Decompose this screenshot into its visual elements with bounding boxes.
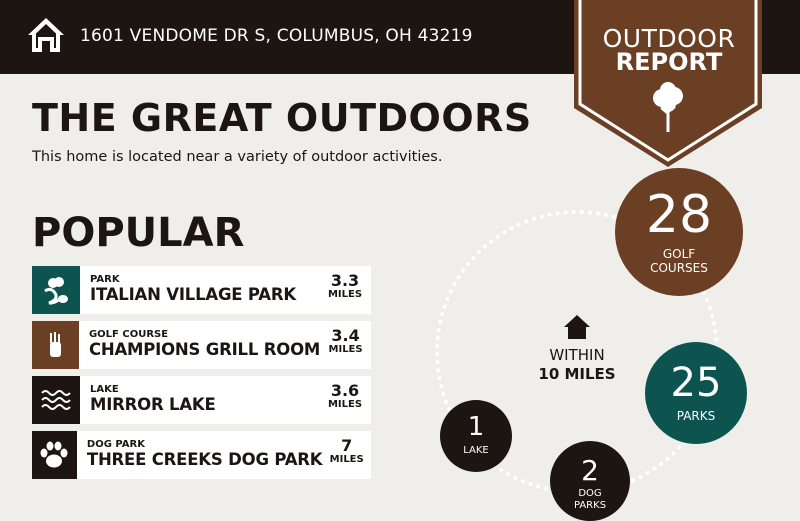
list-item[interactable]: DOG PARK THREE CREEKS DOG PARK 7 MILES bbox=[32, 431, 371, 479]
dog-parks-count: 2 DOG PARKS bbox=[550, 441, 630, 521]
item-name: MIRROR LAKE bbox=[90, 395, 216, 414]
item-unit: MILES bbox=[329, 454, 364, 465]
tree-icon bbox=[653, 82, 683, 132]
item-category: GOLF COURSE bbox=[88, 329, 169, 340]
lake-count: 1 LAKE bbox=[440, 400, 512, 472]
park-icon bbox=[32, 266, 80, 314]
parks-count: 25 PARKS bbox=[645, 342, 747, 444]
item-category: DOG PARK bbox=[86, 439, 145, 450]
address: 1601 VENDOME DR S, COLUMBUS, OH 43219 bbox=[80, 26, 473, 46]
item-distance: 3.3 bbox=[330, 271, 360, 290]
item-category: PARK bbox=[90, 274, 120, 285]
item-name: THREE CREEKS DOG PARK bbox=[86, 450, 323, 469]
page-subtitle: This home is located near a variety of o… bbox=[32, 149, 443, 165]
list-item[interactable]: GOLF COURSE CHAMPIONS GRILL ROOM 3.4 MILES bbox=[32, 321, 371, 369]
item-distance: 3.4 bbox=[331, 326, 360, 345]
page-title: THE GREAT OUTDOORS bbox=[32, 96, 532, 140]
item-unit: MILES bbox=[327, 399, 363, 410]
item-distance: 7 bbox=[341, 436, 353, 455]
item-distance: 3.6 bbox=[330, 381, 360, 400]
popular-heading: POPULAR bbox=[32, 210, 245, 256]
within-label: WITHIN bbox=[549, 346, 605, 364]
banner-line2: REPORT bbox=[615, 48, 723, 76]
item-unit: MILES bbox=[328, 344, 363, 355]
golf-courses-count: 28 GOLF COURSES bbox=[615, 168, 743, 296]
item-name: CHAMPIONS GRILL ROOM bbox=[88, 340, 321, 359]
home-icon bbox=[28, 18, 64, 52]
item-category: LAKE bbox=[90, 384, 119, 395]
item-name: ITALIAN VILLAGE PARK bbox=[90, 285, 296, 304]
home-icon bbox=[564, 315, 590, 339]
item-unit: MILES bbox=[327, 289, 363, 300]
golf-bag-icon bbox=[32, 321, 79, 369]
list-item[interactable]: PARK ITALIAN VILLAGE PARK 3.3 MILES bbox=[32, 266, 371, 314]
list-item[interactable]: LAKE MIRROR LAKE 3.6 MILES bbox=[32, 376, 371, 424]
banner-line1: OUTDOOR bbox=[602, 24, 736, 53]
waves-icon bbox=[32, 376, 80, 424]
paw-icon bbox=[32, 431, 77, 479]
within-distance: 10 MILES bbox=[538, 365, 616, 383]
